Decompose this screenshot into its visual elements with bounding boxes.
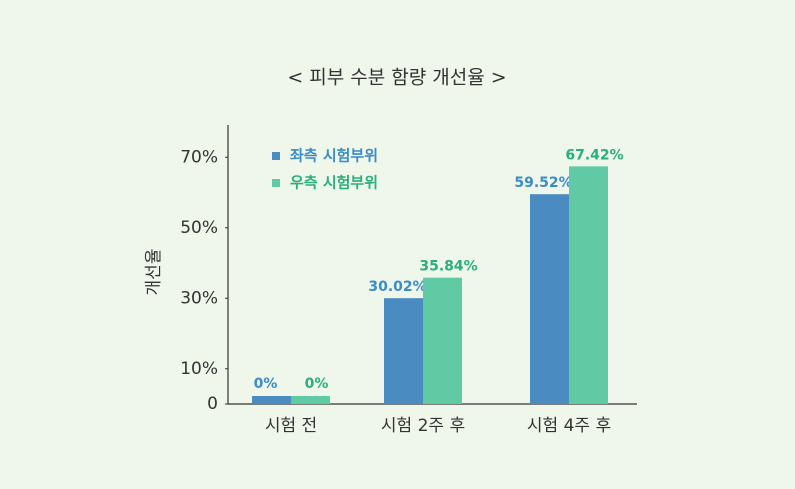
bar: [252, 396, 291, 404]
legend-swatch: [272, 152, 280, 160]
x-tick-label: 시험 2주 후: [381, 416, 465, 436]
y-tick-label: 10%: [180, 359, 218, 379]
y-tick-label: 50%: [180, 218, 218, 238]
data-label: 35.84%: [419, 259, 477, 275]
x-tick-label: 시험 전: [265, 416, 317, 436]
x-tick-label: 시험 4주 후: [527, 416, 611, 436]
chart-title: < 피부 수분 함량 개선율 >: [287, 67, 506, 89]
legend-label: 우측 시험부위: [290, 174, 378, 192]
data-label: 0%: [254, 376, 278, 392]
bar: [423, 277, 462, 404]
data-label: 0%: [305, 376, 329, 392]
bar: [569, 166, 608, 404]
y-tick-label: 30%: [180, 288, 218, 308]
y-axis-label: 개선율: [144, 249, 164, 296]
y-tick-label: 70%: [180, 147, 218, 167]
bar: [530, 194, 569, 404]
bar: [291, 396, 330, 404]
y-tick-label: 0: [207, 394, 218, 414]
legend-swatch: [272, 179, 280, 187]
legend-label: 좌측 시험부위: [290, 147, 378, 165]
data-label: 30.02%: [368, 279, 426, 295]
data-label: 59.52%: [514, 175, 572, 191]
data-label: 67.42%: [565, 147, 623, 163]
bar: [384, 298, 423, 404]
